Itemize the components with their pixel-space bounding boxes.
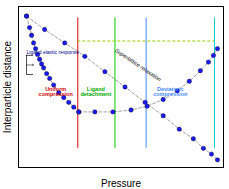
svg-text:Uniformcompression: Uniformcompression [39, 86, 74, 98]
svg-text:Liganddetachment: Liganddetachment [80, 86, 111, 98]
svg-text:Interparticle distance: Interparticle distance [2, 40, 13, 133]
svg-text:Pressure: Pressure [101, 178, 141, 189]
svg-text:Deviatoriccompression: Deviatoriccompression [153, 86, 188, 98]
svg-text:Ligand elastic response: Ligand elastic response [27, 49, 80, 55]
svg-text:Superlattice relaxation: Superlattice relaxation [114, 47, 162, 82]
